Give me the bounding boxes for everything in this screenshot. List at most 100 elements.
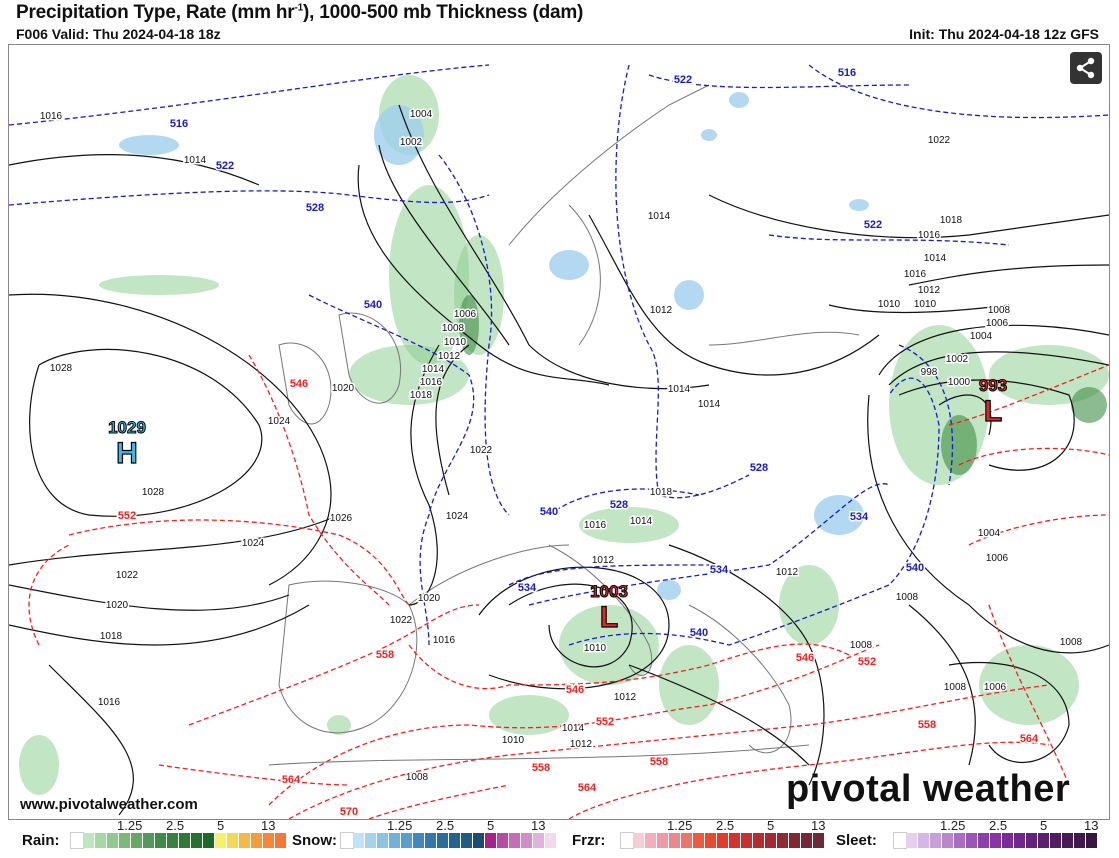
isobar-label: 1016 bbox=[40, 111, 63, 122]
legend-swatch bbox=[143, 833, 155, 848]
thickness-label-cold: 522 bbox=[674, 74, 692, 86]
thickness-label-warm: 564 bbox=[1020, 733, 1039, 745]
snow-area bbox=[374, 105, 424, 165]
weather-map[interactable]: 1016 1014 1004 1002 1006 1008 1010 1012 1014 1016… bbox=[8, 44, 1110, 820]
legend-swatch bbox=[473, 833, 485, 848]
isobar bbox=[878, 324, 1109, 376]
snow-area bbox=[701, 129, 717, 141]
snow-area bbox=[549, 250, 589, 280]
isobar-label: 1006 bbox=[986, 318, 1009, 329]
isobar-label: 1012 bbox=[592, 555, 615, 566]
legend-swatch bbox=[669, 833, 681, 848]
isobar-label: 1020 bbox=[332, 383, 355, 394]
isobar-label: 1018 bbox=[410, 390, 433, 401]
legend-swatch bbox=[167, 833, 179, 848]
isobar bbox=[398, 104, 710, 390]
isobar bbox=[9, 584, 290, 611]
isobar-label: 1006 bbox=[984, 682, 1007, 693]
legend-label: Snow: bbox=[292, 832, 337, 849]
isobar bbox=[708, 194, 1109, 239]
legend-swatch bbox=[497, 833, 509, 848]
legend-swatch bbox=[437, 833, 449, 848]
legend-color-bar bbox=[70, 832, 287, 849]
legend-swatch bbox=[521, 833, 533, 848]
thickness-line-warm bbox=[248, 354, 390, 606]
isobar-label: 1018 bbox=[650, 487, 673, 498]
legend-color-bar bbox=[620, 832, 825, 849]
legend-swatch bbox=[681, 833, 693, 848]
isobar-label: 1016 bbox=[433, 635, 456, 646]
share-button[interactable] bbox=[1070, 52, 1102, 84]
isobar bbox=[9, 153, 260, 186]
legend-swatch bbox=[239, 833, 251, 848]
legend-swatch bbox=[365, 833, 377, 848]
legend-swatch bbox=[1086, 833, 1098, 848]
isobar-label: 1024 bbox=[446, 511, 469, 522]
thickness-label-cold: 522 bbox=[864, 219, 882, 231]
legend-swatch bbox=[693, 833, 705, 848]
thickness-label-warm: 552 bbox=[596, 716, 614, 728]
isobar-label: 1002 bbox=[400, 137, 423, 148]
thickness-label-warm: 552 bbox=[858, 656, 876, 668]
legend-swatch bbox=[930, 833, 942, 848]
isobar-label: 1004 bbox=[410, 109, 433, 120]
isobar bbox=[9, 604, 310, 646]
legend-swatch bbox=[131, 833, 143, 848]
thickness-line-warm bbox=[28, 544, 70, 646]
share-icon bbox=[1076, 57, 1095, 79]
legend-swatch bbox=[377, 833, 389, 848]
isobar bbox=[408, 344, 440, 606]
thickness-label-warm: 546 bbox=[796, 652, 814, 664]
legend-swatch bbox=[425, 833, 437, 848]
thickness-label-cold: 534 bbox=[850, 511, 869, 523]
thickness-line-cold bbox=[648, 74, 910, 89]
legend-swatch bbox=[83, 833, 95, 848]
legend-swatch bbox=[657, 833, 669, 848]
legend-swatch bbox=[801, 833, 813, 848]
legend-tick: 2.5 bbox=[989, 818, 1008, 833]
isobar bbox=[898, 379, 1075, 471]
legend-swatch bbox=[893, 832, 907, 849]
low-pressure-marker: L bbox=[984, 395, 1002, 428]
legend-swatch bbox=[251, 833, 263, 848]
website-url[interactable]: www.pivotalweather.com bbox=[20, 796, 198, 813]
isobar bbox=[9, 514, 340, 566]
legend-tick: 5 bbox=[487, 818, 495, 833]
title-text: Precipitation Type, Rate (mm hr bbox=[16, 2, 295, 23]
thickness-line-warm bbox=[188, 604, 480, 726]
legend-swatch bbox=[353, 833, 365, 848]
isobar-label: 1022 bbox=[116, 570, 139, 581]
legend-label: Frzr: bbox=[572, 832, 606, 849]
isobar bbox=[938, 394, 992, 436]
thickness-label-warm: 564 bbox=[578, 782, 597, 794]
thickness-label-cold: 540 bbox=[690, 627, 708, 639]
isobar-label: 1004 bbox=[970, 331, 993, 342]
legend-swatch bbox=[918, 833, 930, 848]
legend-swatch bbox=[449, 833, 461, 848]
isobar-label: 1016 bbox=[918, 230, 941, 241]
legend-tick: 13 bbox=[531, 818, 546, 833]
isobar-label: 1016 bbox=[904, 269, 927, 280]
isobar-label: 1028 bbox=[50, 363, 73, 374]
isobar-label: 1008 bbox=[406, 772, 429, 783]
thickness-line-warm bbox=[958, 447, 1109, 466]
isobar-label: 1018 bbox=[100, 631, 123, 642]
isobar-label: 1014 bbox=[698, 399, 721, 410]
pivotal-weather-logo: pivotal weather bbox=[786, 768, 1071, 810]
isobar-label: 1024 bbox=[268, 416, 291, 427]
isobar bbox=[357, 164, 610, 386]
isobar-label: 1008 bbox=[442, 323, 465, 334]
title-superscript: -1 bbox=[294, 2, 304, 14]
thickness-label-cold: 522 bbox=[216, 160, 234, 172]
legend-label: Sleet: bbox=[836, 832, 877, 849]
legend-swatch bbox=[813, 833, 825, 848]
legend-swatch bbox=[401, 833, 413, 848]
thickness-line-warm bbox=[268, 644, 880, 806]
thickness-line-warm bbox=[158, 764, 350, 786]
legend-swatch bbox=[191, 833, 203, 848]
snow-area bbox=[119, 135, 179, 155]
legend-swatch bbox=[717, 833, 729, 848]
thickness-line-cold bbox=[9, 190, 490, 206]
legend-swatch bbox=[620, 832, 634, 849]
legend-tick: 13 bbox=[811, 818, 826, 833]
